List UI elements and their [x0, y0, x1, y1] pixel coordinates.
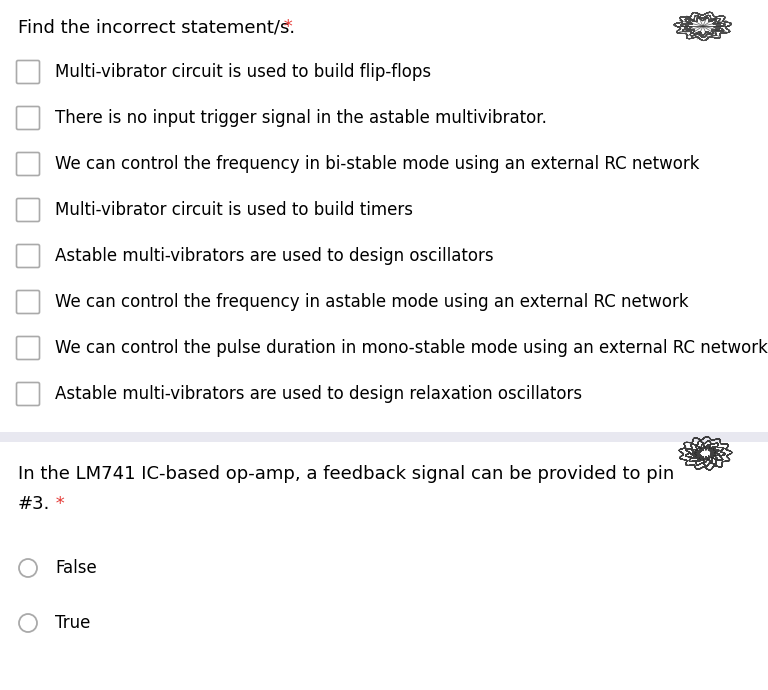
- Text: We can control the frequency in astable mode using an external RC network: We can control the frequency in astable …: [55, 293, 689, 311]
- Circle shape: [19, 614, 37, 632]
- FancyBboxPatch shape: [16, 290, 39, 313]
- FancyBboxPatch shape: [16, 61, 39, 83]
- Text: *: *: [50, 495, 65, 513]
- Text: #3.: #3.: [18, 495, 51, 513]
- Circle shape: [19, 559, 37, 577]
- Text: We can control the frequency in bi-stable mode using an external RC network: We can control the frequency in bi-stabl…: [55, 155, 700, 173]
- FancyBboxPatch shape: [16, 337, 39, 359]
- Text: We can control the pulse duration in mono-stable mode using an external RC netwo: We can control the pulse duration in mon…: [55, 339, 768, 357]
- Text: True: True: [55, 614, 91, 632]
- Text: Find the incorrect statement/s.: Find the incorrect statement/s.: [18, 18, 295, 36]
- FancyBboxPatch shape: [0, 432, 768, 442]
- Text: Multi-vibrator circuit is used to build flip-flops: Multi-vibrator circuit is used to build …: [55, 63, 431, 81]
- Text: Astable multi-vibrators are used to design oscillators: Astable multi-vibrators are used to desi…: [55, 247, 494, 265]
- Text: In the LM741 IC-based op-amp, a feedback signal can be provided to pin: In the LM741 IC-based op-amp, a feedback…: [18, 465, 674, 483]
- FancyBboxPatch shape: [16, 382, 39, 406]
- FancyBboxPatch shape: [16, 244, 39, 268]
- FancyBboxPatch shape: [16, 106, 39, 130]
- Text: False: False: [55, 559, 97, 577]
- Text: Multi-vibrator circuit is used to build timers: Multi-vibrator circuit is used to build …: [55, 201, 413, 219]
- Text: There is no input trigger signal in the astable multivibrator.: There is no input trigger signal in the …: [55, 109, 547, 127]
- FancyBboxPatch shape: [16, 152, 39, 175]
- Text: Astable multi-vibrators are used to design relaxation oscillators: Astable multi-vibrators are used to desi…: [55, 385, 582, 403]
- Text: *: *: [278, 18, 293, 36]
- FancyBboxPatch shape: [16, 199, 39, 221]
